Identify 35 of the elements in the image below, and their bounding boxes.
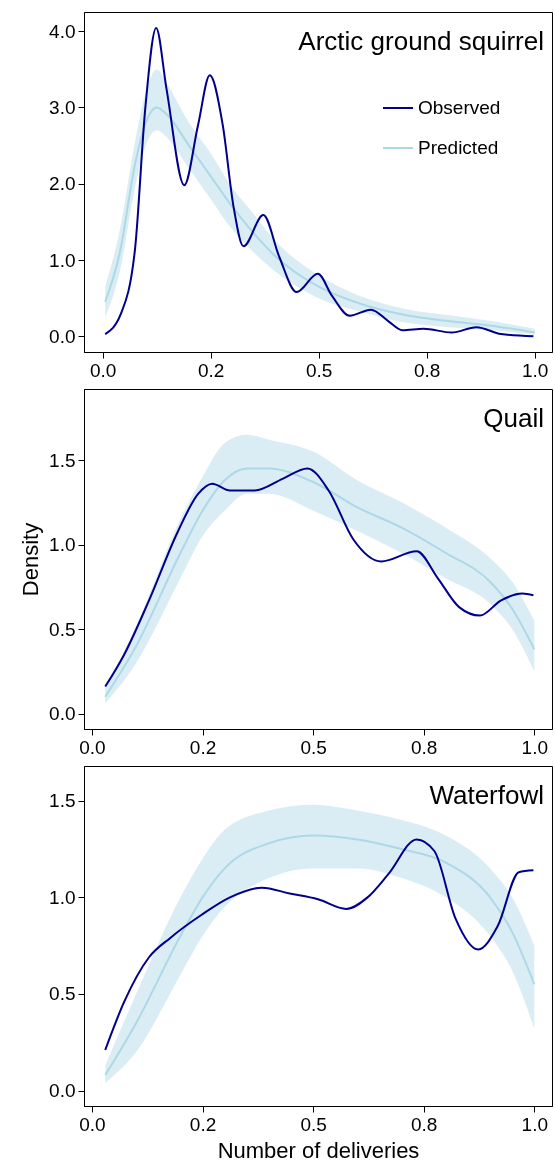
x-tick-label: 0.2 [189, 1113, 217, 1135]
y-tick-label: 1.5 [49, 790, 76, 812]
x-tick-label: 1.0 [521, 736, 549, 758]
y-tick-label: 0.0 [49, 325, 76, 347]
legend-label: Predicted [418, 137, 499, 158]
x-tick-label: 0.5 [300, 1113, 327, 1135]
x-tick-label: 0.2 [189, 736, 217, 758]
y-tick-label: 0.5 [49, 618, 76, 640]
x-axis-title: Number of deliveries [217, 1137, 420, 1163]
y-tick-label: 1.5 [49, 449, 76, 471]
x-tick-label: 0.5 [305, 359, 333, 381]
y-axis-title: Density [18, 522, 44, 597]
text: Quail [483, 403, 544, 433]
x-tick-label: 0.8 [413, 359, 441, 381]
y-tick-label: 3.0 [49, 96, 76, 118]
y-tick-label: 0.5 [49, 983, 76, 1005]
x-tick-label: 0.8 [411, 1113, 438, 1135]
y-tick-label: 4.0 [49, 20, 76, 42]
x-tick-label: 1.0 [521, 1113, 549, 1135]
y-tick-label: 1.0 [49, 534, 76, 556]
y-tick-label: 0.0 [49, 1080, 76, 1102]
y-tick-label: 1.0 [49, 249, 76, 271]
x-tick-label: 0.8 [411, 736, 438, 758]
legend-label: Observed [418, 97, 501, 118]
y-tick-label: 1.0 [49, 886, 76, 908]
x-tick-label: 0.5 [300, 736, 327, 758]
x-tick-label: 0.0 [89, 359, 117, 381]
text: Waterfowl [429, 780, 544, 810]
x-tick-label: 0.0 [79, 736, 106, 758]
x-tick-label: 0.2 [197, 359, 225, 381]
y-tick-label: 2.0 [49, 173, 76, 195]
text: Arctic ground squirrel [298, 26, 544, 56]
x-tick-label: 0.0 [79, 1113, 106, 1135]
y-tick-label: 0.0 [49, 703, 76, 725]
x-tick-label: 1.0 [522, 359, 549, 381]
